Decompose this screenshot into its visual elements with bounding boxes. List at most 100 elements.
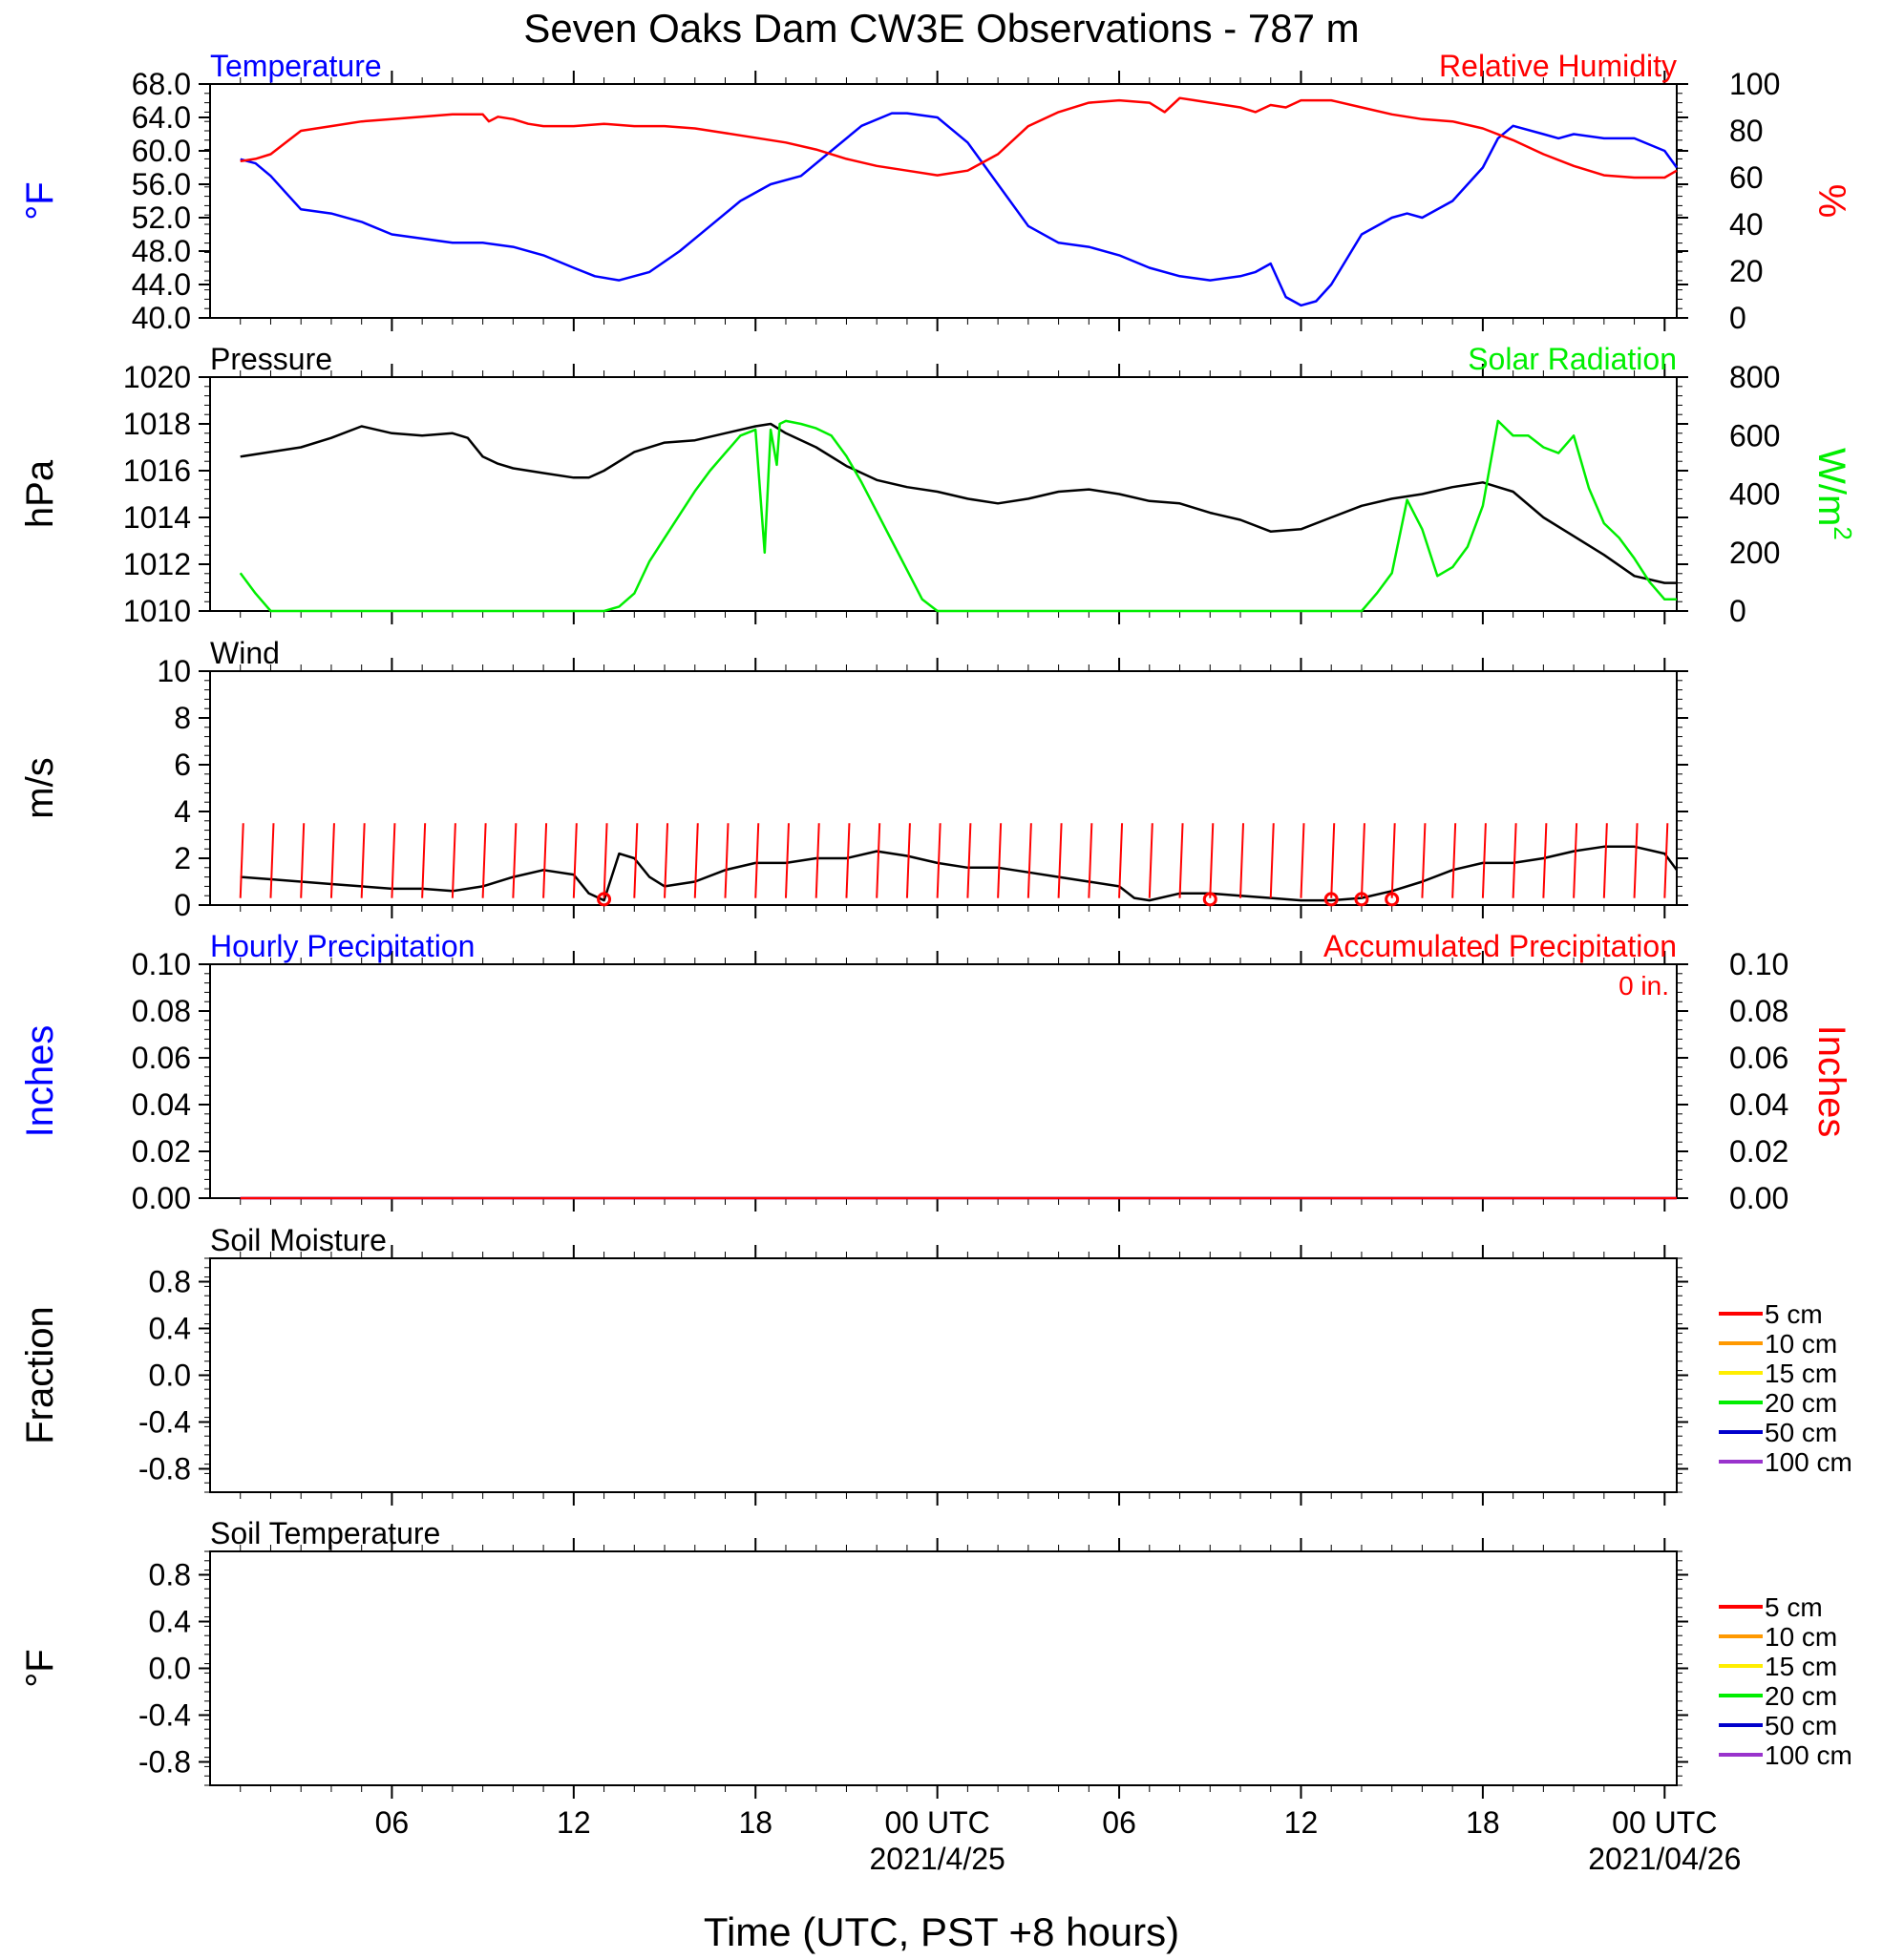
y-right-tick-label: 800: [1729, 360, 1780, 394]
wind-barb: [997, 823, 1003, 898]
calm-wind-marker: [597, 892, 612, 907]
y-tick-label: -0.8: [138, 1745, 191, 1780]
y-tick-label: 0.02: [132, 1134, 191, 1169]
series-line-2: [240, 96, 1678, 179]
wind-barb: [1633, 823, 1639, 898]
wind-barb: [603, 823, 608, 898]
wind-barb: [1390, 823, 1396, 898]
y-tick-label: 52.0: [132, 200, 191, 235]
wind-barb: [269, 823, 275, 898]
y-right-tick-label: 20: [1729, 254, 1764, 288]
x-tick-label: 06: [1102, 1805, 1136, 1840]
wind-barb: [512, 823, 518, 898]
legend-label: 10 cm: [1765, 1329, 1837, 1359]
wind-barb: [633, 823, 639, 898]
y-tick-label: 40.0: [132, 301, 191, 335]
y-tick-label: -0.4: [138, 1405, 191, 1440]
wind-barb: [905, 823, 911, 898]
x-tick-label: 12: [1284, 1805, 1319, 1840]
chart-title: Seven Oaks Dam CW3E Observations - 787 m: [523, 6, 1359, 51]
wind-barb: [481, 823, 487, 898]
wind-barb: [1663, 823, 1669, 898]
legend-label: 5 cm: [1765, 1299, 1823, 1329]
y-tick-label: 1012: [123, 547, 191, 581]
y-tick-label: 0.00: [132, 1181, 191, 1215]
legend-label: 15 cm: [1765, 1652, 1837, 1681]
series-line-2: [239, 419, 1677, 613]
y-tick-label: 6: [174, 748, 191, 782]
x-tick-date-label: 2021/4/25: [869, 1842, 1005, 1876]
plot-frame: [209, 83, 1678, 319]
wind-barb: [1602, 823, 1608, 898]
y-right-tick-label: 80: [1729, 114, 1764, 148]
y-axis-right-title-text: %: [1810, 184, 1852, 219]
y-right-tick-label: 200: [1729, 536, 1780, 570]
y-tick-label: 0.8: [149, 1558, 191, 1592]
legend-label: 20 cm: [1765, 1388, 1837, 1418]
wind-barb: [1269, 823, 1275, 898]
y-tick-label: 10: [157, 654, 191, 688]
y-tick-label: 1016: [123, 453, 191, 488]
panel-left-title: Wind: [210, 636, 280, 670]
y-tick-label: 1014: [123, 500, 191, 535]
wind-barb: [1300, 823, 1305, 898]
y-right-tick-label: 400: [1729, 477, 1780, 512]
panel-1: 40.044.048.052.056.060.064.068.0 0 20 40 60 8…: [19, 49, 1852, 335]
y-axis-right-title: Inches: [1810, 1025, 1852, 1138]
y-right-tick-label: 100: [1729, 67, 1780, 101]
y-tick-label: 0.8: [149, 1265, 191, 1299]
x-tick-label: 00 UTC: [885, 1805, 990, 1840]
x-tick-label: 00 UTC: [1612, 1805, 1717, 1840]
wind-barb: [664, 823, 669, 898]
plot-frame: [209, 670, 1678, 906]
y-right-tick-label: 40: [1729, 207, 1764, 242]
y-tick-label: 0.06: [132, 1041, 191, 1075]
x-tick-date-label: 2021/04/26: [1588, 1842, 1741, 1876]
y-right-tick-label: 0.02: [1729, 1134, 1788, 1169]
wind-barb: [300, 823, 306, 898]
y-right-tick-label: 600: [1729, 418, 1780, 453]
wind-barb: [1542, 823, 1548, 898]
x-tick-label: 06: [375, 1805, 410, 1840]
legend-label: 50 cm: [1765, 1711, 1837, 1740]
wind-barb: [1573, 823, 1578, 898]
y-axis-title: °F: [19, 181, 61, 220]
wind-barb: [1118, 823, 1124, 898]
y-right-tick-label: 0: [1729, 301, 1746, 335]
wind-barb: [391, 823, 396, 898]
wind-barb: [1481, 823, 1487, 898]
wind-barb: [815, 823, 820, 898]
panel-left-title: Soil Temperature: [210, 1516, 440, 1550]
y-tick-label: 0.4: [149, 1312, 191, 1346]
y-tick-label: 0.10: [132, 947, 191, 981]
wind-barb: [1209, 823, 1215, 898]
panel-left-title: Soil Moisture: [210, 1223, 387, 1257]
y-tick-label: 64.0: [132, 100, 191, 135]
y-tick-label: 0.04: [132, 1087, 191, 1122]
y-tick-label: 0.0: [149, 1652, 191, 1686]
calm-wind-marker: [1202, 892, 1217, 907]
y-tick-label: 0: [174, 888, 191, 922]
y-tick-label: 44.0: [132, 267, 191, 302]
wind-barb: [239, 823, 244, 898]
plot-frame: [209, 963, 1678, 1199]
y-tick-label: 1010: [123, 594, 191, 628]
wind-barb: [1421, 823, 1427, 898]
panel-left-title: Temperature: [210, 49, 382, 83]
y-axis-right-title-text: W/m: [1810, 448, 1852, 526]
y-tick-label: 8: [174, 701, 191, 735]
legend-label: 100 cm: [1765, 1740, 1852, 1770]
calm-wind-marker: [1323, 892, 1339, 907]
calm-wind-marker: [1385, 892, 1400, 907]
y-tick-label: 60.0: [132, 134, 191, 168]
wind-barb: [1057, 823, 1063, 898]
y-tick-label: 2: [174, 841, 191, 875]
y-tick-label: -0.4: [138, 1698, 191, 1733]
wind-barb: [1178, 823, 1184, 898]
y-right-tick-label: 60: [1729, 160, 1764, 195]
panel-left-title: Hourly Precipitation: [210, 929, 475, 963]
x-tick-label: 18: [738, 1805, 772, 1840]
panel-right-title: Accumulated Precipitation: [1323, 929, 1677, 963]
wind-barb: [1451, 823, 1457, 898]
